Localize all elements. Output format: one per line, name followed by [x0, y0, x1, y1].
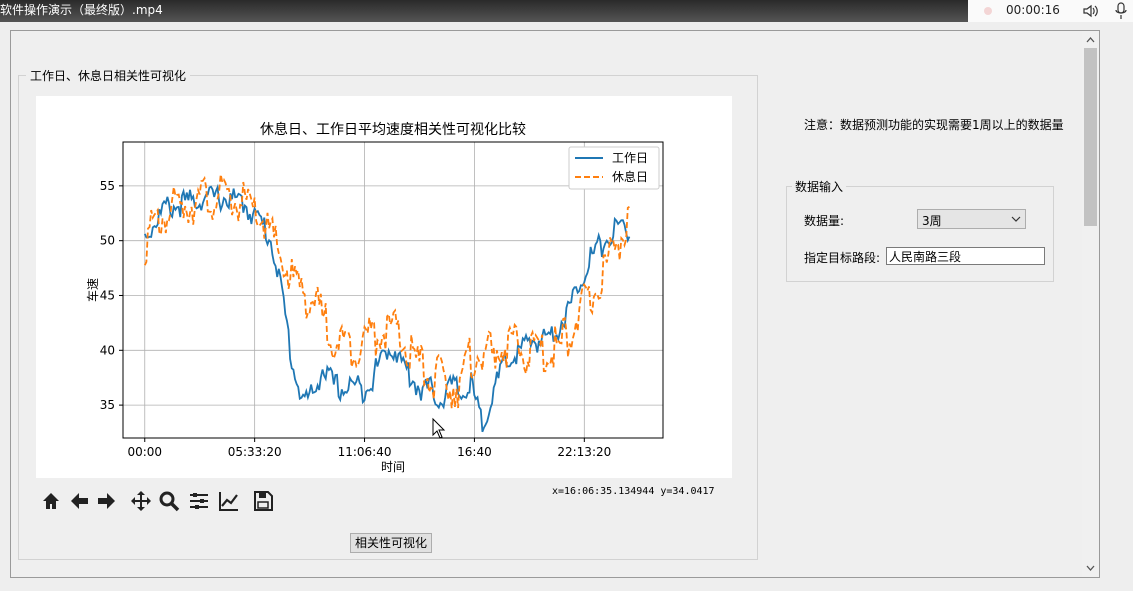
- forward-arrow-icon[interactable]: [96, 490, 118, 512]
- scroll-down-icon[interactable]: [1082, 561, 1099, 575]
- zoom-magnifier-icon[interactable]: [158, 490, 180, 512]
- record-indicator-icon: [984, 7, 992, 15]
- data-quantity-select[interactable]: 3周: [917, 209, 1026, 229]
- legend-label: 工作日: [612, 151, 648, 165]
- series-line-restday: [143, 174, 630, 409]
- playback-time: 00:00:16: [1006, 3, 1060, 17]
- volume-icon[interactable]: [1082, 2, 1100, 20]
- subplots-config-icon[interactable]: [188, 490, 210, 512]
- visualization-groupbox: [18, 75, 758, 560]
- x-tick-label: 11:06:40: [338, 445, 392, 459]
- y-tick-label: 50: [100, 234, 115, 248]
- video-titlebar: 软件操作演示（最终版）.mp4: [0, 0, 1133, 22]
- chevron-down-icon: [1011, 216, 1021, 222]
- notice-text: 注意：数据预测功能的实现需要1周以上的数据量: [804, 118, 1064, 132]
- correlation-visualize-button[interactable]: 相关性可视化: [350, 533, 433, 553]
- legend-label: 休息日: [612, 169, 648, 184]
- y-tick-label: 40: [100, 343, 115, 357]
- data-quantity-value: 3周: [922, 214, 942, 228]
- axes-edit-icon[interactable]: [218, 490, 240, 512]
- data-quantity-label: 数据量:: [804, 214, 845, 228]
- pan-move-icon[interactable]: [130, 490, 152, 512]
- target-road-label: 指定目标路段:: [804, 251, 881, 265]
- home-icon[interactable]: [40, 490, 62, 512]
- data-input-group-title: 数据输入: [792, 178, 847, 195]
- x-tick-label: 00:00: [127, 445, 162, 459]
- vertical-scrollbar[interactable]: [1082, 31, 1099, 577]
- x-tick-label: 22:13:20: [557, 445, 611, 459]
- mouse-cursor-icon: [432, 417, 446, 439]
- x-tick-label: 16:40: [457, 445, 492, 459]
- axes-frame: [122, 141, 664, 439]
- y-axis-label: 车速: [85, 278, 100, 302]
- y-tick-label: 55: [100, 179, 115, 193]
- video-title: 软件操作演示（最终版）.mp4: [0, 3, 163, 17]
- save-disk-icon[interactable]: [252, 490, 274, 512]
- x-axis-label: 时间: [381, 460, 405, 474]
- y-tick-label: 35: [100, 398, 115, 412]
- y-tick-label: 45: [100, 288, 115, 302]
- data-input-groupbox: [786, 186, 1054, 282]
- target-road-input[interactable]: [886, 247, 1045, 265]
- x-tick-label: 05:33:20: [228, 445, 282, 459]
- player-controls: 00:00:16: [968, 0, 1133, 22]
- plot-canvas[interactable]: 00:00 05:33:20 11:06:40 16:40 22:13:20 35 40 45…: [36, 96, 732, 478]
- microphone-icon[interactable]: [1114, 2, 1128, 20]
- back-arrow-icon[interactable]: [68, 490, 90, 512]
- visualization-group-title: 工作日、休息日相关性可视化: [26, 67, 191, 84]
- cursor-coordinates-readout: x=16:06:35.134944 y=34.0417: [552, 486, 715, 497]
- scrollbar-thumb[interactable]: [1084, 48, 1097, 226]
- chart-title: 休息日、工作日平均速度相关性可视化比较: [260, 121, 526, 138]
- series-line-workday: [143, 183, 631, 433]
- line-chart[interactable]: 00:00 05:33:20 11:06:40 16:40 22:13:20 35 40 45…: [36, 96, 732, 478]
- scroll-up-icon[interactable]: [1082, 33, 1099, 47]
